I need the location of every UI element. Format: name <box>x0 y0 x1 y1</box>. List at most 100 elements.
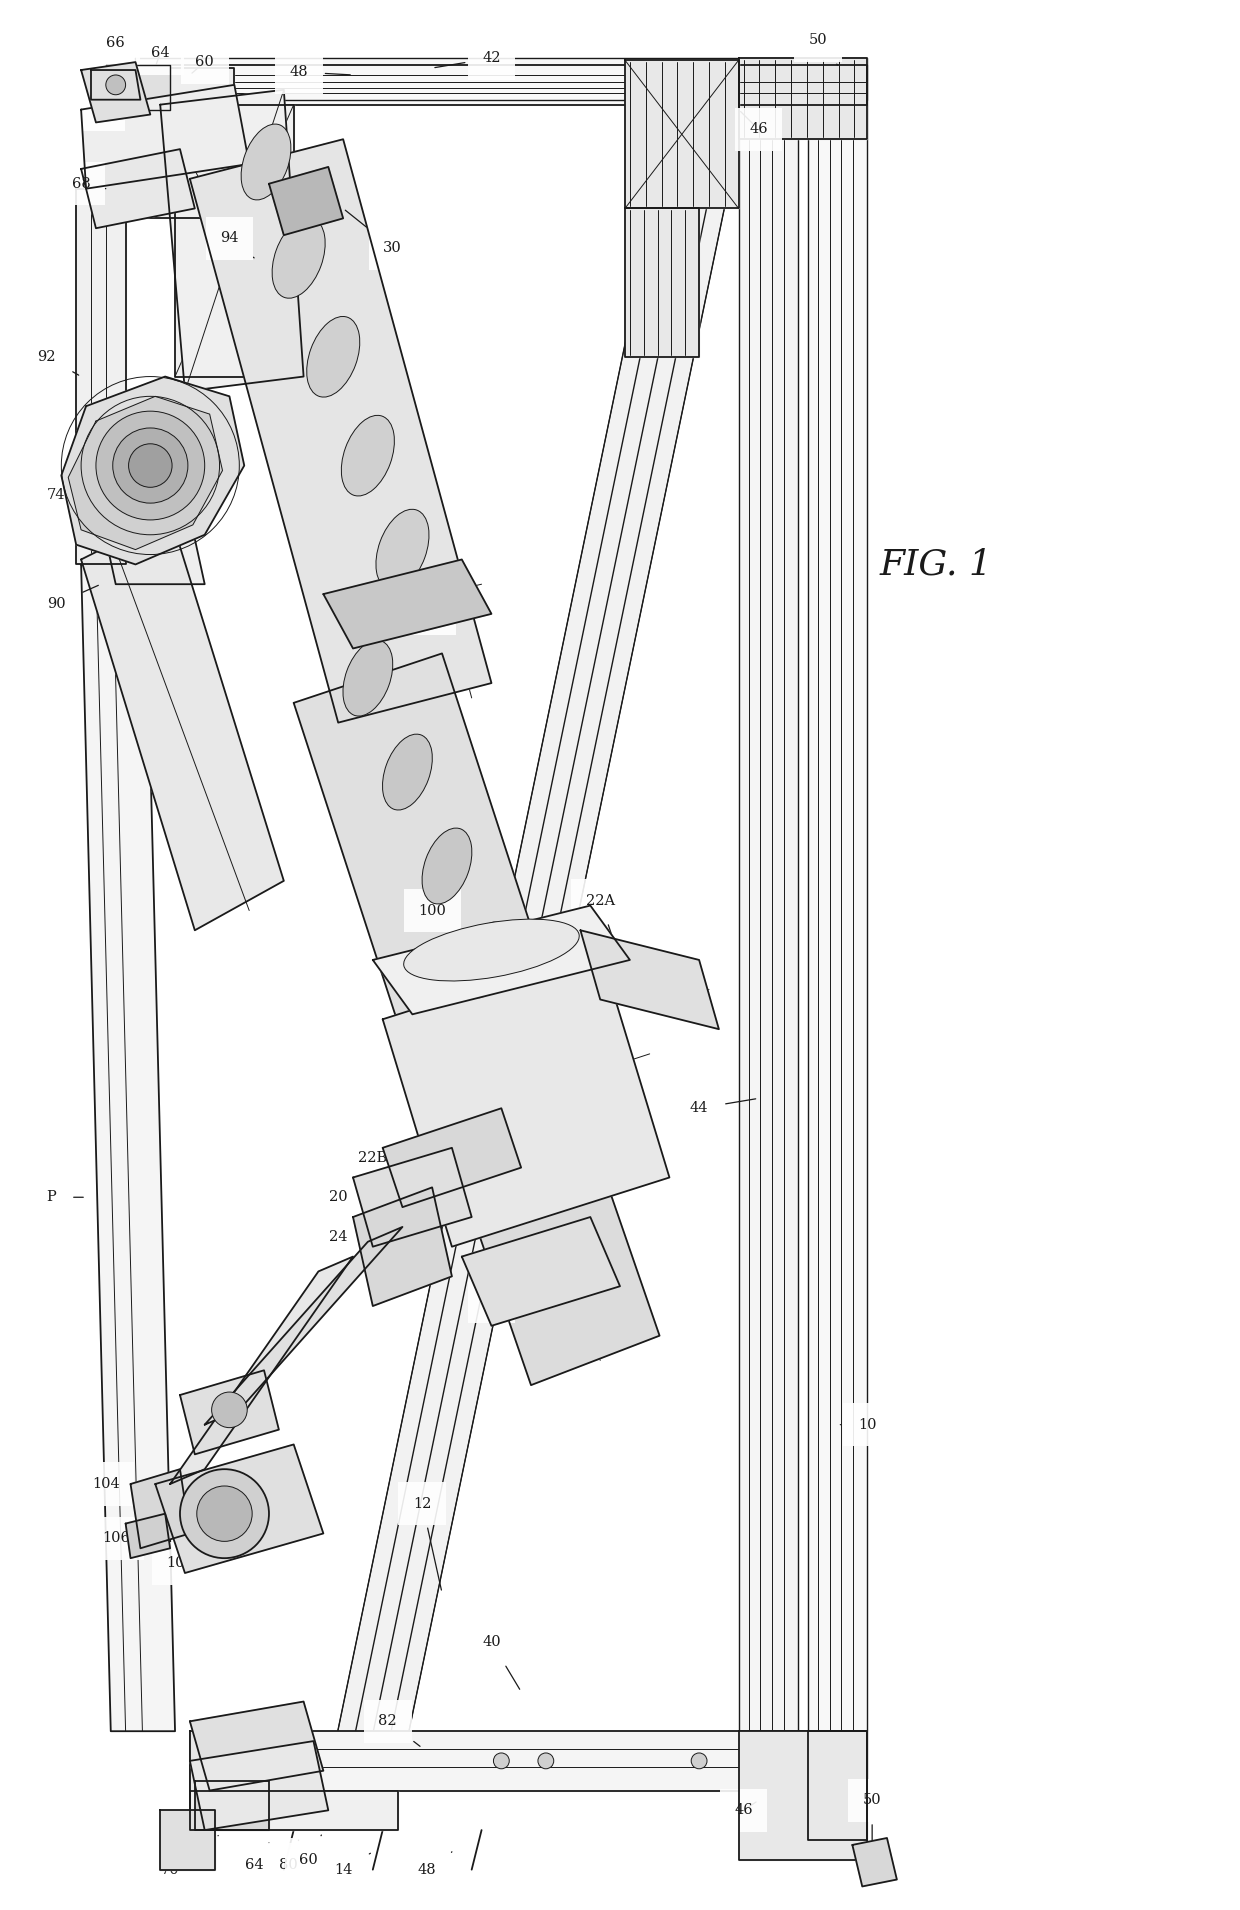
Polygon shape <box>205 1226 403 1425</box>
Text: 82: 82 <box>378 1715 420 1746</box>
Text: 70: 70 <box>161 1853 184 1878</box>
Circle shape <box>691 1753 707 1769</box>
Text: 90: 90 <box>47 584 98 611</box>
Polygon shape <box>373 905 630 1014</box>
Polygon shape <box>68 397 222 550</box>
Text: 60: 60 <box>299 1836 321 1866</box>
Text: 62: 62 <box>92 103 113 118</box>
Polygon shape <box>190 1730 867 1790</box>
Ellipse shape <box>422 829 472 903</box>
Ellipse shape <box>241 124 291 201</box>
Polygon shape <box>383 1108 521 1207</box>
Ellipse shape <box>376 510 429 590</box>
Text: 60: 60 <box>192 55 215 73</box>
Text: 94: 94 <box>221 231 254 258</box>
Polygon shape <box>625 59 739 208</box>
Polygon shape <box>739 1730 867 1860</box>
Polygon shape <box>105 69 234 218</box>
Polygon shape <box>353 1148 471 1247</box>
Text: 48: 48 <box>418 1853 451 1878</box>
Text: 100: 100 <box>418 903 479 938</box>
Polygon shape <box>739 57 867 139</box>
Polygon shape <box>175 105 294 376</box>
Polygon shape <box>190 1730 249 1820</box>
Polygon shape <box>190 1790 398 1830</box>
Polygon shape <box>383 949 670 1247</box>
Text: FIG. 1: FIG. 1 <box>880 548 993 581</box>
Ellipse shape <box>461 923 511 997</box>
Ellipse shape <box>382 733 433 810</box>
Polygon shape <box>294 653 580 1129</box>
Text: 74: 74 <box>47 489 83 502</box>
Polygon shape <box>81 149 195 227</box>
Circle shape <box>494 1753 510 1769</box>
Polygon shape <box>461 1217 620 1326</box>
Polygon shape <box>155 1444 324 1574</box>
Circle shape <box>212 1392 247 1427</box>
Polygon shape <box>135 57 867 99</box>
Polygon shape <box>353 1188 451 1306</box>
Ellipse shape <box>343 640 393 716</box>
Polygon shape <box>324 560 491 649</box>
Text: 50: 50 <box>808 32 837 65</box>
Polygon shape <box>81 516 284 930</box>
Text: 28: 28 <box>414 596 441 621</box>
Ellipse shape <box>272 218 325 298</box>
Polygon shape <box>808 65 867 1811</box>
Text: 104: 104 <box>92 1476 148 1499</box>
Polygon shape <box>190 1742 329 1830</box>
Polygon shape <box>180 1369 279 1454</box>
Text: 92: 92 <box>37 350 78 374</box>
Text: 102: 102 <box>166 1539 212 1570</box>
Polygon shape <box>160 90 304 392</box>
Ellipse shape <box>306 317 360 397</box>
Text: 72: 72 <box>482 1274 520 1308</box>
Text: 66: 66 <box>107 36 125 69</box>
Polygon shape <box>160 1811 215 1870</box>
Polygon shape <box>81 84 249 189</box>
Text: 14: 14 <box>334 1853 371 1878</box>
Text: 64: 64 <box>244 1843 269 1872</box>
Circle shape <box>113 428 188 502</box>
Polygon shape <box>125 1513 170 1559</box>
Polygon shape <box>852 1837 897 1887</box>
Text: 42: 42 <box>435 52 501 67</box>
Polygon shape <box>269 166 343 235</box>
Circle shape <box>197 1486 252 1541</box>
Text: 44: 44 <box>689 1098 755 1115</box>
Ellipse shape <box>341 414 394 497</box>
Text: 30: 30 <box>345 210 402 256</box>
Ellipse shape <box>404 919 579 982</box>
Polygon shape <box>76 189 125 565</box>
Text: 10: 10 <box>841 1417 877 1432</box>
Circle shape <box>538 1753 554 1769</box>
Text: 20: 20 <box>329 1190 365 1205</box>
Polygon shape <box>81 565 175 1730</box>
Text: 12: 12 <box>413 1497 441 1589</box>
Text: 46: 46 <box>734 1801 756 1816</box>
Polygon shape <box>81 63 150 122</box>
Circle shape <box>95 411 205 520</box>
Text: P: P <box>47 1190 83 1205</box>
Text: 62: 62 <box>196 1836 218 1866</box>
Polygon shape <box>91 71 140 99</box>
Text: 68: 68 <box>72 178 105 191</box>
Text: 64: 64 <box>151 46 170 65</box>
Polygon shape <box>190 139 491 722</box>
Text: 24: 24 <box>329 1230 363 1243</box>
Polygon shape <box>190 1702 324 1790</box>
Polygon shape <box>195 1780 269 1830</box>
Text: 22A: 22A <box>585 894 619 957</box>
Circle shape <box>105 74 125 96</box>
Text: 106: 106 <box>102 1532 145 1545</box>
Polygon shape <box>135 65 867 105</box>
Text: 40: 40 <box>482 1635 520 1688</box>
Polygon shape <box>580 930 719 1029</box>
Polygon shape <box>130 1469 190 1549</box>
Polygon shape <box>321 139 739 1811</box>
Polygon shape <box>61 376 244 565</box>
Text: 48: 48 <box>289 65 350 78</box>
Polygon shape <box>105 65 170 109</box>
Text: 46: 46 <box>740 111 768 136</box>
Polygon shape <box>170 1257 353 1484</box>
